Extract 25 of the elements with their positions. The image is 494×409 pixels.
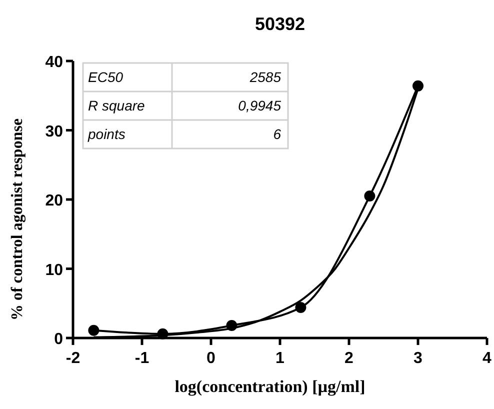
y-tick-label: 20 — [45, 192, 64, 210]
point — [364, 190, 376, 202]
x-tick-label: -2 — [66, 350, 80, 367]
x-tick-label: 2 — [344, 350, 354, 367]
annotation: 2585 — [248, 69, 282, 85]
y-tick-label: 30 — [45, 123, 64, 140]
x-tick-label: 1 — [276, 350, 285, 367]
chart-title: 50392 — [254, 14, 306, 34]
y-axis-title: % of control agonist response — [9, 118, 26, 321]
x-tick-label: -1 — [134, 350, 150, 367]
x-tick-label: 3 — [414, 350, 423, 367]
annotation: 6 — [273, 126, 282, 142]
y-tick-label: 40 — [45, 54, 64, 71]
point — [295, 302, 306, 314]
annotation: 0,9945 — [238, 98, 282, 114]
y-tick-label: 10 — [45, 262, 64, 279]
x-axis-title: log(concentration) [µg/ml] — [174, 377, 366, 396]
point — [412, 80, 424, 92]
x-tick-label: 0 — [206, 350, 216, 367]
annotation: EC50 — [88, 69, 124, 85]
x-tick-label: 4 — [482, 350, 492, 367]
y-tick-label: 0 — [54, 331, 64, 348]
point — [88, 324, 100, 336]
annotation: R square — [88, 98, 146, 114]
annotation: points — [87, 126, 126, 142]
